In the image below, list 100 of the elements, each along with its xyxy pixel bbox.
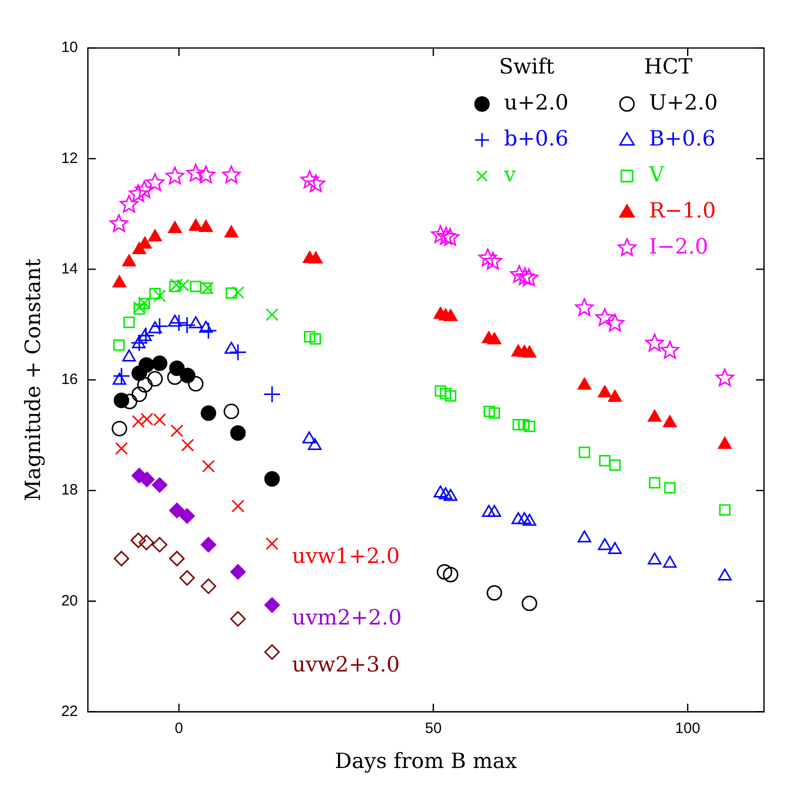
x-tick-label: 0 [174,720,184,737]
point [608,390,622,402]
x-axis-title: Days from B max [334,748,518,773]
point [115,442,128,455]
point [648,410,662,422]
point [595,308,614,326]
point [179,508,195,524]
series-label: uvw1+2.0 [292,544,400,568]
point [181,438,194,452]
point [199,220,213,232]
point [522,596,538,612]
point [719,504,731,516]
point [168,314,182,327]
point [478,248,498,266]
point [123,316,135,328]
point [202,460,215,473]
point [518,419,530,430]
point [232,500,244,512]
point [224,404,240,420]
point [169,360,185,376]
point [137,326,155,344]
point [170,424,184,438]
point [598,385,612,398]
point [222,165,241,184]
point [484,252,502,270]
point [169,550,185,566]
y-tick-label: 16 [61,371,78,388]
point [308,252,323,264]
y-tick-label: 20 [61,592,78,610]
point [664,482,676,494]
point [180,368,196,384]
point [112,367,130,385]
point [112,275,126,288]
point [436,564,452,580]
point [138,534,154,550]
point [578,378,592,390]
point [431,225,450,243]
point [648,477,660,488]
point [200,578,216,594]
y-tick-label: 22 [61,702,78,720]
point [440,228,460,246]
point [310,333,321,345]
point [266,308,278,322]
point [436,226,456,245]
point [444,390,456,402]
legend-label: v [503,162,516,186]
legend-label: R−1.0 [649,198,716,222]
point [152,356,168,372]
point [135,180,154,198]
legend-label: I−2.0 [649,234,708,258]
point [188,316,203,328]
annotation: Swift [499,54,555,78]
point [229,343,247,361]
point [130,334,148,352]
point [114,550,130,566]
point [606,314,624,332]
point [486,585,502,601]
point [170,278,183,292]
point [112,372,126,385]
point [188,376,204,392]
point [512,419,524,430]
point [112,420,128,436]
point [522,346,536,358]
point [300,170,320,188]
point [110,214,128,232]
point [152,536,168,552]
point [516,267,534,286]
legend-label: b+0.6 [504,126,568,150]
point [152,477,168,493]
point [263,386,281,404]
legend-label: B+0.6 [649,126,716,150]
point [122,254,136,266]
point [266,537,278,550]
point [150,317,168,335]
point [200,322,218,340]
point [114,392,130,408]
point [488,332,502,344]
point [304,331,316,342]
point [148,229,162,242]
y-tick-label: 18 [61,482,78,499]
point [232,286,244,299]
point [137,377,153,393]
point [609,459,621,471]
y-axis-title: Magnitude + Constant [21,258,46,502]
series-label: uvm2+2.0 [292,605,402,630]
point [226,287,238,299]
point [524,420,536,432]
point [224,342,238,354]
point [578,446,590,458]
y-tick-label: 10 [61,39,78,56]
point [138,329,152,342]
point [716,368,734,386]
point [230,611,246,627]
point [196,165,216,184]
point [663,415,677,428]
series-label: uvw2+3.0 [292,652,400,677]
point [153,413,166,426]
y-tick-label: 14 [61,260,78,278]
point [170,314,188,332]
point [200,536,216,552]
